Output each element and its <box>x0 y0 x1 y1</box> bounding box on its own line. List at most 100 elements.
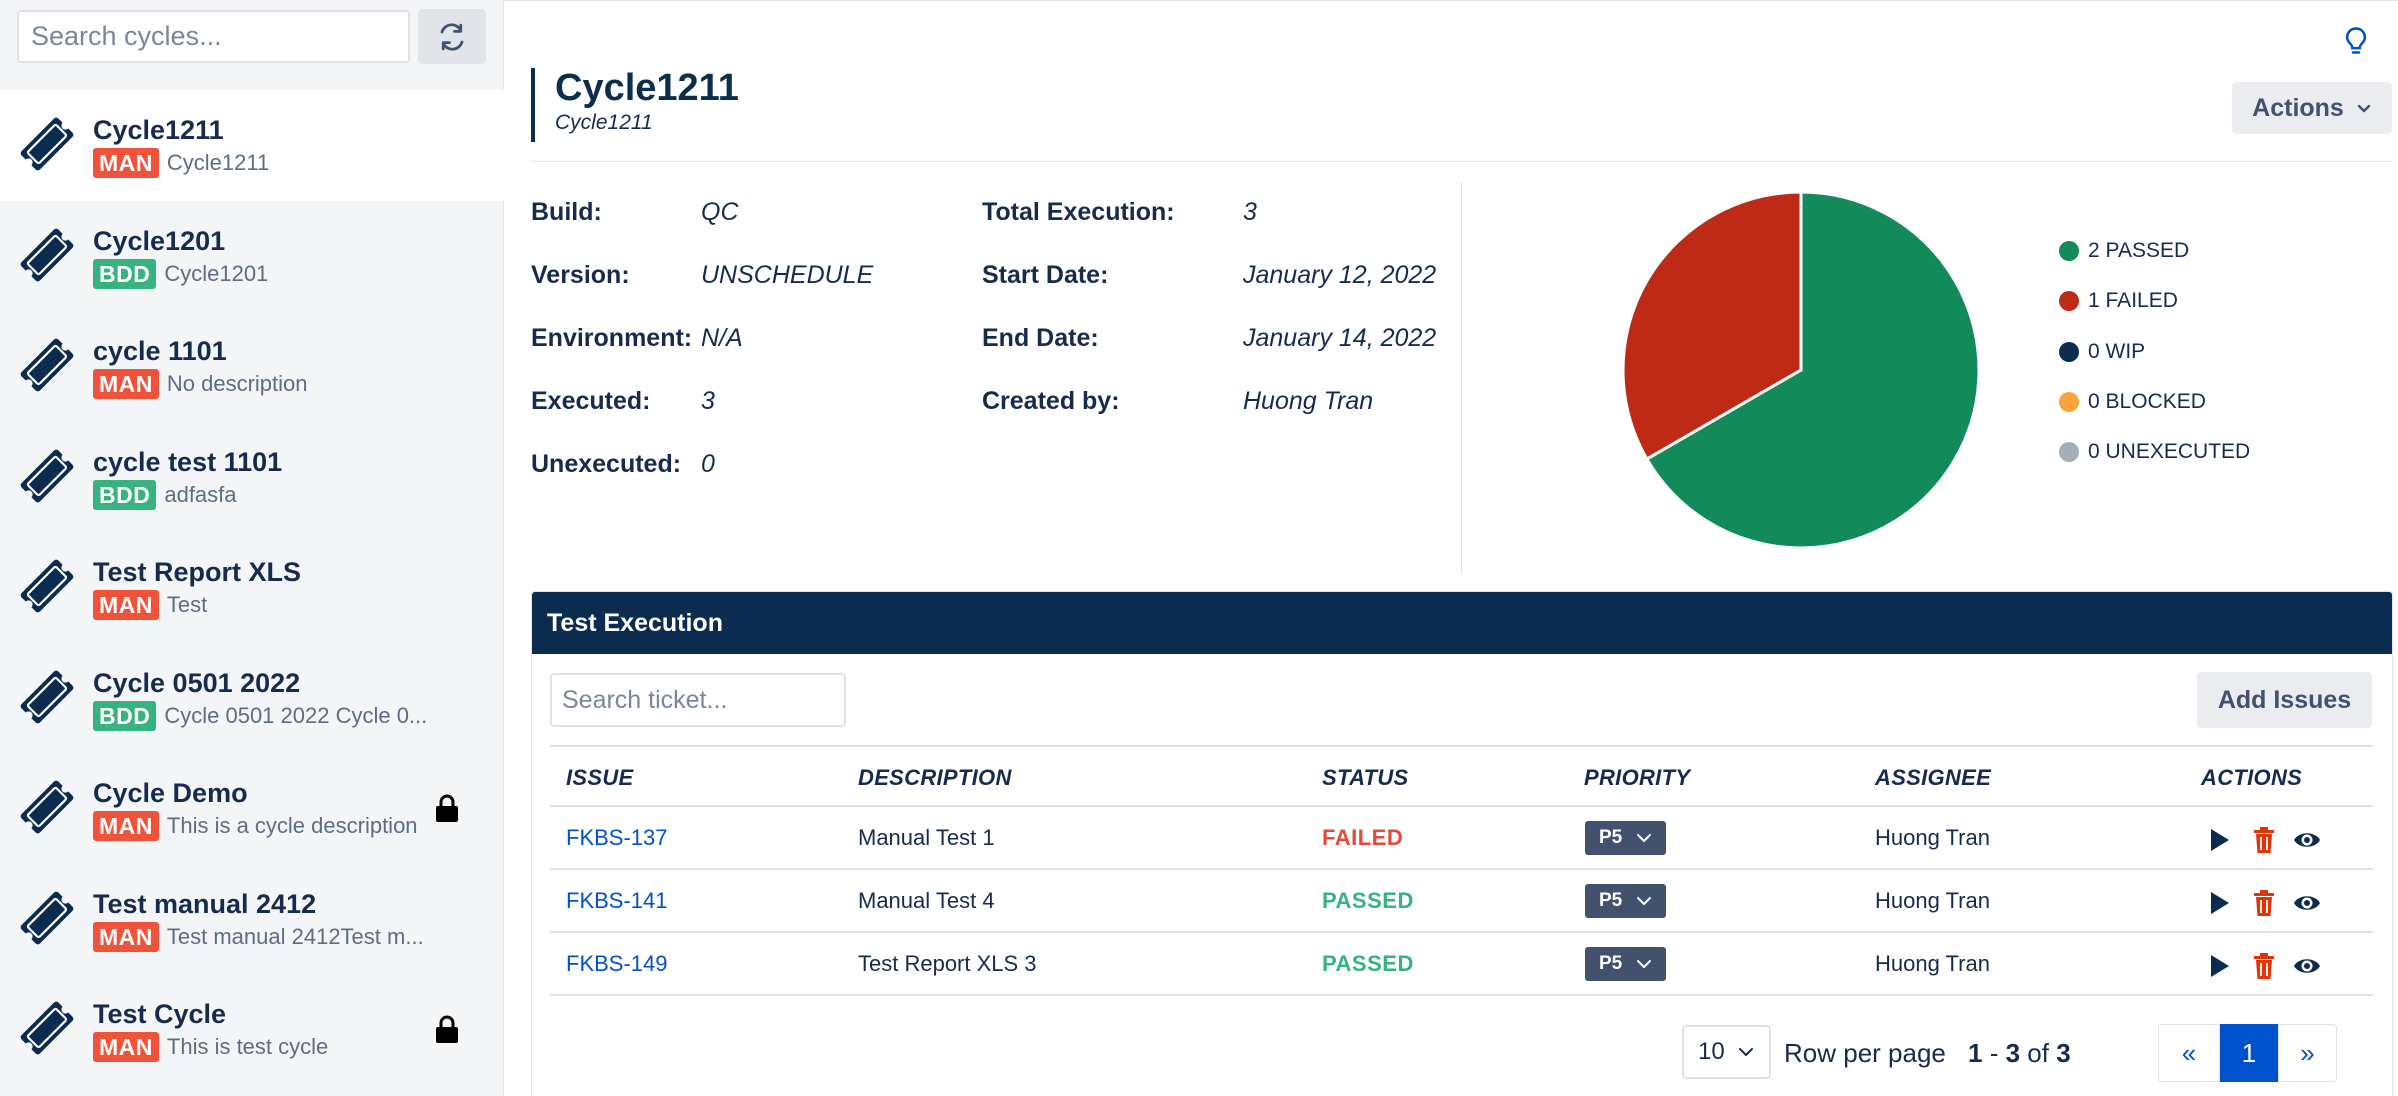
sidebar-toolbar <box>0 0 504 76</box>
play-icon[interactable] <box>2203 951 2233 981</box>
cycle-list-item[interactable]: Cycle Demo MAN This is a cycle description <box>0 753 504 864</box>
actions-dropdown-button[interactable]: Actions <box>2232 82 2392 134</box>
legend-dot <box>2059 392 2079 413</box>
cycle-search-input[interactable] <box>17 10 410 63</box>
pagination-prev-button[interactable]: « <box>2158 1024 2220 1082</box>
trash-icon[interactable] <box>2249 888 2279 918</box>
actions-label: Actions <box>2252 93 2344 122</box>
pagination-page-1[interactable]: 1 <box>2220 1024 2278 1082</box>
pie-slice-failed[interactable] <box>1621 190 1803 462</box>
build-label: Build: <box>531 198 602 226</box>
column-issue[interactable]: ISSUE <box>566 765 634 790</box>
column-assignee[interactable]: ASSIGNEE <box>1875 765 1992 790</box>
executed-label: Executed: <box>531 387 651 415</box>
range-end: 3 <box>2005 1038 2021 1068</box>
cycle-meta: MAN Test manual 2412Test m... <box>93 921 424 952</box>
cycle-list-item[interactable]: Cycle1201 BDD Cycle1201 <box>0 201 504 312</box>
cycle-meta: BDD adfasfa <box>93 479 237 510</box>
eye-icon[interactable] <box>2292 888 2322 918</box>
ticket-icon <box>20 780 74 834</box>
execution-status-pie-chart <box>1621 190 1981 550</box>
legend-item-passed[interactable]: 2 PASSED <box>2059 226 2250 276</box>
cycle-sidebar: Cycle1211MANCycle1211Cycle1201BDDCycle12… <box>0 0 504 1096</box>
total-execution-value: 3 <box>1243 198 1257 226</box>
play-icon[interactable] <box>2203 825 2233 855</box>
cycle-list-item[interactable]: cycle test 1101 BDD adfasfa <box>0 422 504 533</box>
issue-description: Manual Test 4 <box>858 888 995 913</box>
ticket-icon <box>20 117 74 171</box>
trash-icon[interactable] <box>2249 825 2279 855</box>
legend-item-wip[interactable]: 0 WIP <box>2059 327 2250 377</box>
trash-icon[interactable] <box>2249 951 2279 981</box>
cycle-meta: BDD Cycle 0501 2022 Cycle 0... <box>93 700 428 731</box>
column-status[interactable]: STATUS <box>1322 765 1409 790</box>
cycle-type-badge: MAN <box>93 590 159 620</box>
environment-value: N/A <box>701 324 743 352</box>
rows-per-page-label: Row per page <box>1784 1038 1946 1068</box>
cycle-type-badge: MAN <box>93 921 159 952</box>
legend-label: 0 WIP <box>2088 339 2146 363</box>
priority-value: P5 <box>1599 890 1623 911</box>
table-row: FKBS-149 Test Report XLS 3 PASSED P5 Huong T… <box>550 933 2373 996</box>
range-total: 3 <box>2056 1038 2071 1068</box>
assignee-name: Huong Tran <box>1875 888 1990 913</box>
cycle-meta: MAN Test <box>93 590 207 620</box>
cycle-description: Test manual 2412Test m... <box>166 923 424 949</box>
cycle-description: This is test cycle <box>166 1034 329 1059</box>
cycle-list-item[interactable]: Test Cycle MAN This is test cycle <box>0 974 504 1085</box>
issue-link[interactable]: FKBS-149 <box>566 951 668 976</box>
cycle-name: cycle 1101 <box>93 336 227 366</box>
legend-item-unexecuted[interactable]: 0 UNEXECUTED <box>2059 427 2250 477</box>
table-row: FKBS-141 Manual Test 4 PASSED P5 Huong Tran <box>550 870 2373 933</box>
issue-link[interactable]: FKBS-141 <box>566 888 668 913</box>
total-execution-label: Total Execution: <box>982 198 1175 226</box>
priority-dropdown[interactable]: P5 <box>1585 884 1666 918</box>
execution-status: FAILED <box>1322 825 1404 850</box>
cycle-name: Test manual 2412 <box>93 888 317 919</box>
eye-icon[interactable] <box>2292 825 2322 855</box>
pagination-next-button[interactable]: » <box>2278 1024 2337 1082</box>
ticket-icon <box>20 891 74 944</box>
legend-dot <box>2059 291 2079 312</box>
pie-slice-passed[interactable] <box>1644 190 1981 550</box>
priority-dropdown[interactable]: P5 <box>1585 947 1666 981</box>
cycle-list-item[interactable]: cycle 1101 MAN No description <box>0 311 504 422</box>
legend-item-blocked[interactable]: 0 BLOCKED <box>2059 377 2250 427</box>
column-priority[interactable]: PRIORITY <box>1584 765 1691 790</box>
cycle-meta: BDD Cycle1201 <box>93 258 268 289</box>
refresh-button[interactable] <box>418 9 486 64</box>
ticket-search-input[interactable] <box>550 673 846 727</box>
page-subtitle: Cycle1211 <box>555 111 653 134</box>
cycle-meta: MAN No description <box>93 369 308 399</box>
cycle-name: Test Report XLS <box>93 557 302 587</box>
eye-icon[interactable] <box>2292 951 2322 981</box>
cycle-description: Cycle1211 <box>166 150 270 175</box>
execution-status: PASSED <box>1322 951 1414 976</box>
cycle-detail: Cycle1211 Cycle1211 Actions Build: QC Ve… <box>504 0 2398 1096</box>
cycle-name: Cycle1201 <box>93 225 226 256</box>
add-issues-button[interactable]: Add Issues <box>2197 672 2372 728</box>
play-icon[interactable] <box>2203 888 2233 918</box>
cycle-list-item[interactable]: Cycle1211 MAN Cycle1211 <box>0 90 504 201</box>
info-chart-divider <box>1461 182 1462 574</box>
legend-item-failed[interactable]: 1 FAILED <box>2059 276 2250 326</box>
start-date-value: January 12, 2022 <box>1243 261 1437 289</box>
legend-label: 0 BLOCKED <box>2088 390 2206 414</box>
lightbulb-icon[interactable] <box>2341 26 2371 58</box>
chevron-down-icon <box>1637 834 1652 842</box>
legend-label: 1 FAILED <box>2088 289 2178 313</box>
start-date-label: Start Date: <box>982 261 1109 289</box>
cycle-title-block: Cycle1211 Cycle1211 <box>531 68 739 142</box>
cycle-type-badge: MAN <box>93 1032 159 1062</box>
column-description[interactable]: DESCRIPTION <box>858 765 1012 790</box>
version-label: Version: <box>531 261 630 289</box>
priority-dropdown[interactable]: P5 <box>1585 821 1666 855</box>
cycle-list-item[interactable]: Cycle 0501 2022 BDD Cycle 0501 2022 Cycle … <box>0 643 504 754</box>
cycle-description: Cycle 0501 2022 Cycle 0... <box>164 702 428 728</box>
cycle-description: adfasfa <box>164 481 237 507</box>
rows-per-page-select[interactable]: 10 <box>1682 1025 1771 1079</box>
issue-link[interactable]: FKBS-137 <box>566 825 668 850</box>
pagination-range: 1 - 3 of 3 <box>1968 1038 2071 1068</box>
cycle-list-item[interactable]: Test Report XLS MAN Test <box>0 532 504 643</box>
cycle-list-item[interactable]: Test manual 2412 MAN Test manual 2412Test … <box>0 864 504 975</box>
